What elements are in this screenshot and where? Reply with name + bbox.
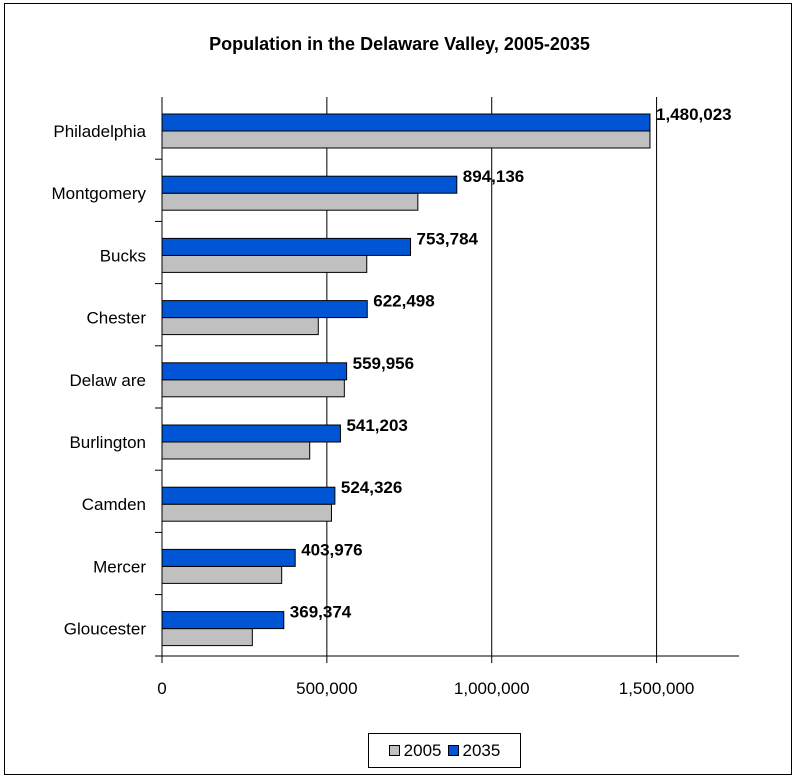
bar-2035 (161, 486, 336, 505)
data-label: 541,203 (346, 416, 407, 435)
bar-2005 (161, 628, 253, 647)
bar-2005 (161, 379, 345, 398)
bar-2035 (161, 113, 651, 132)
category-label: Bucks (100, 246, 146, 265)
legend-label-2035: 2035 (462, 740, 501, 760)
legend-label-2005: 2005 (403, 740, 442, 760)
bar-2035 (161, 237, 412, 256)
bar-2005 (161, 503, 332, 522)
category-label: Mercer (93, 557, 146, 576)
data-label: 894,136 (463, 167, 524, 186)
bars (161, 113, 651, 647)
axes (155, 97, 739, 663)
bar-2005 (161, 130, 651, 149)
x-tick-label: 1,500,000 (619, 679, 695, 698)
x-tick-label: 1,000,000 (454, 679, 530, 698)
bar-2035 (161, 424, 341, 443)
bar-2005 (161, 192, 419, 211)
data-label: 369,374 (290, 603, 352, 622)
category-label: Montgomery (52, 184, 147, 203)
labels: 0 500,000 1,000,000 1,500,000 Philadelphia 1,… (52, 105, 732, 698)
bar-2035 (161, 362, 348, 381)
bar-2035 (161, 300, 368, 319)
legend: 2005 2035 (368, 733, 521, 768)
bar-2035 (161, 548, 296, 567)
bar-2005 (161, 317, 319, 336)
bar-2005 (161, 254, 368, 273)
category-label: Camden (82, 495, 146, 514)
x-tick-label: 500,000 (296, 679, 357, 698)
data-label: 1,480,023 (656, 105, 732, 124)
category-label: Delaw are (69, 371, 146, 390)
category-label: Chester (86, 309, 146, 328)
data-label: 524,326 (341, 478, 402, 497)
bar-2005 (161, 565, 283, 584)
legend-item-2035: 2035 (447, 740, 501, 761)
category-label: Gloucester (64, 620, 147, 639)
chart-title: Population in the Delaware Valley, 2005-… (209, 34, 590, 54)
data-label: 622,498 (373, 292, 434, 311)
category-label: Philadelphia (53, 122, 146, 141)
bar-2005 (161, 441, 311, 460)
legend-item-2005: 2005 (388, 740, 442, 761)
data-label: 559,956 (353, 354, 414, 373)
bar-2035 (161, 175, 458, 194)
legend-swatch-2005 (388, 745, 400, 756)
legend-swatch-2035 (447, 745, 459, 756)
bar-2035 (161, 611, 285, 630)
x-tick-label: 0 (157, 679, 166, 698)
data-label: 753,784 (417, 229, 479, 248)
data-label: 403,976 (301, 540, 362, 559)
category-label: Burlington (69, 433, 146, 452)
